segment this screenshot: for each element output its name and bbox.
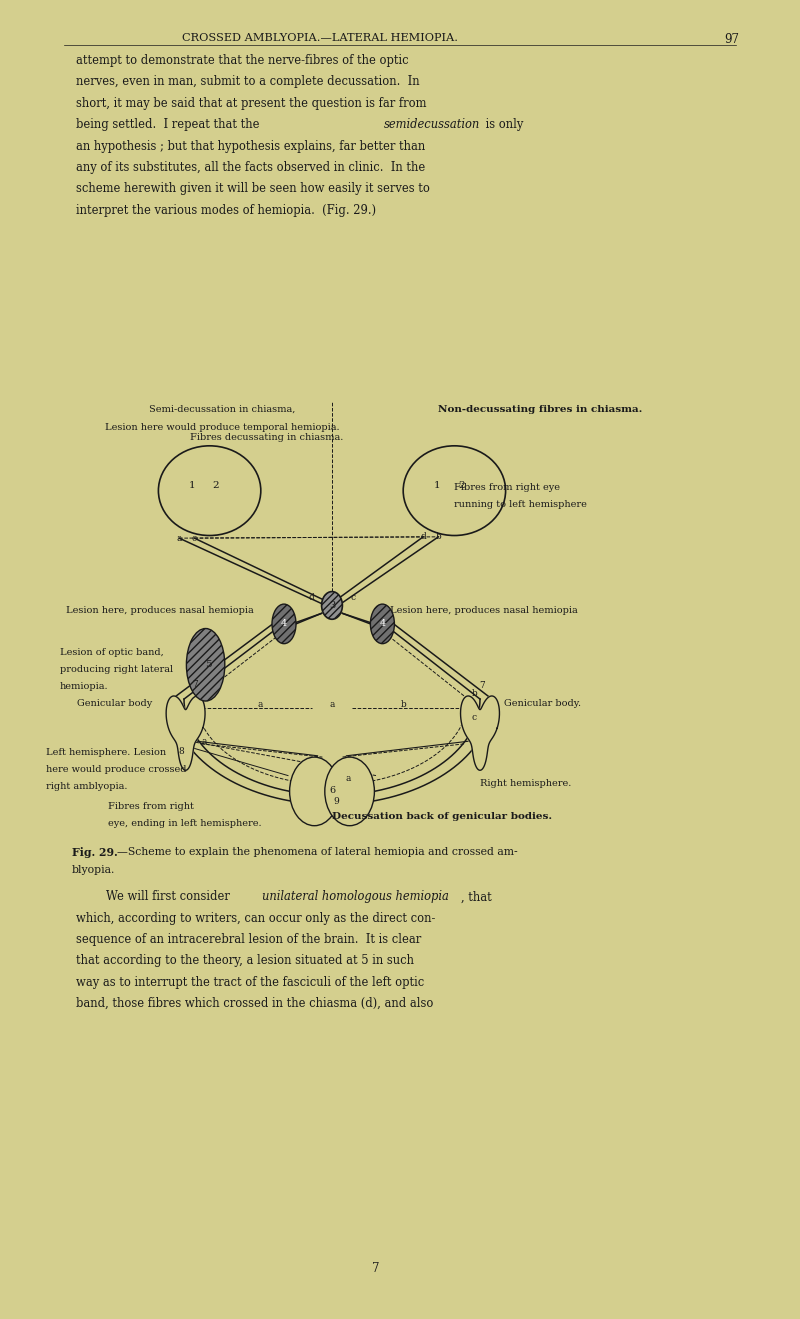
Text: 7: 7	[192, 681, 198, 689]
Text: is only: is only	[482, 119, 523, 131]
Text: a: a	[330, 700, 334, 708]
Text: short, it may be said that at present the question is far from: short, it may be said that at present th…	[76, 96, 426, 109]
Text: a: a	[177, 534, 182, 542]
Ellipse shape	[370, 604, 394, 644]
Text: 2: 2	[458, 481, 465, 489]
Text: 7: 7	[372, 1262, 380, 1275]
Text: Semi-decussation in chiasma,: Semi-decussation in chiasma,	[150, 405, 295, 414]
Text: 2: 2	[213, 481, 219, 489]
Ellipse shape	[322, 591, 342, 620]
Text: Lesion here, produces nasal hemiopia: Lesion here, produces nasal hemiopia	[66, 607, 254, 615]
Text: nerves, even in man, submit to a complete decussation.  In: nerves, even in man, submit to a complet…	[76, 75, 420, 88]
Text: Genicular body: Genicular body	[77, 699, 152, 707]
Text: that according to the theory, a lesion situated at 5 in such: that according to the theory, a lesion s…	[76, 955, 414, 967]
Text: band, those fibres which crossed in the chiasma (d), and also: band, those fibres which crossed in the …	[76, 997, 434, 1010]
Text: , that: , that	[461, 890, 491, 904]
Text: unilateral homologous hemiopia: unilateral homologous hemiopia	[262, 890, 450, 904]
Text: 4: 4	[379, 620, 386, 628]
Text: a: a	[202, 737, 206, 745]
Text: 8: 8	[178, 748, 185, 756]
Text: which, according to writers, can occur only as the direct con-: which, according to writers, can occur o…	[76, 911, 435, 925]
Text: 1: 1	[434, 481, 440, 489]
Text: any of its substitutes, all the facts observed in clinic.  In the: any of its substitutes, all the facts ob…	[76, 161, 426, 174]
Text: right amblyopia.: right amblyopia.	[46, 782, 128, 791]
Text: b: b	[471, 690, 478, 698]
Text: sequence of an intracerebral lesion of the brain.  It is clear: sequence of an intracerebral lesion of t…	[76, 933, 422, 946]
Polygon shape	[166, 696, 205, 770]
Text: 4: 4	[281, 620, 287, 628]
Text: 97: 97	[724, 33, 739, 46]
Ellipse shape	[403, 446, 506, 536]
Text: semidecussation: semidecussation	[384, 119, 480, 131]
Text: 1: 1	[189, 481, 195, 489]
Text: CROSSED AMBLYOPIA.—LATERAL HEMIOPIA.: CROSSED AMBLYOPIA.—LATERAL HEMIOPIA.	[182, 33, 458, 44]
Text: a: a	[258, 700, 262, 708]
Text: 3: 3	[329, 601, 335, 609]
Text: c: c	[472, 714, 477, 721]
Text: hemiopia.: hemiopia.	[60, 682, 109, 691]
Text: a: a	[346, 774, 350, 782]
Ellipse shape	[325, 757, 374, 826]
Text: Lesion here would produce temporal hemiopia.: Lesion here would produce temporal hemio…	[105, 423, 340, 433]
Text: 7: 7	[479, 682, 486, 690]
Text: Lesion here, produces nasal hemiopia: Lesion here, produces nasal hemiopia	[390, 607, 578, 615]
Text: b: b	[435, 533, 442, 541]
Text: We will first consider: We will first consider	[106, 890, 234, 904]
Ellipse shape	[272, 604, 296, 644]
Text: d: d	[308, 594, 314, 601]
Text: eye, ending in left hemisphere.: eye, ending in left hemisphere.	[108, 819, 262, 828]
Text: blyopia.: blyopia.	[72, 865, 115, 876]
Text: 9: 9	[333, 798, 339, 806]
Text: Lesion of optic band,: Lesion of optic band,	[60, 648, 164, 657]
Text: producing right lateral: producing right lateral	[60, 665, 173, 674]
Ellipse shape	[186, 628, 225, 702]
Text: Fibres from right eye: Fibres from right eye	[454, 483, 559, 492]
Text: 6: 6	[329, 786, 335, 794]
Text: Genicular body.: Genicular body.	[504, 699, 581, 707]
Text: Left hemisphere. Lesion: Left hemisphere. Lesion	[46, 748, 166, 757]
Text: Non-decussating fibres in chiasma.: Non-decussating fibres in chiasma.	[438, 405, 642, 414]
Text: Fig. 29.: Fig. 29.	[72, 847, 118, 857]
Text: c: c	[191, 534, 196, 542]
Ellipse shape	[158, 446, 261, 536]
Text: an hypothesis ; but that hypothesis explains, far better than: an hypothesis ; but that hypothesis expl…	[76, 140, 426, 153]
Text: Decussation back of genicular bodies.: Decussation back of genicular bodies.	[332, 813, 552, 820]
Text: Fibres from right: Fibres from right	[108, 802, 194, 811]
Text: 5: 5	[206, 661, 212, 669]
Text: interpret the various modes of hemiopia.  (Fig. 29.): interpret the various modes of hemiopia.…	[76, 203, 376, 216]
Text: being settled.  I repeat that the: being settled. I repeat that the	[76, 119, 263, 131]
Text: b: b	[401, 700, 407, 708]
Polygon shape	[461, 696, 499, 770]
Text: Right hemisphere.: Right hemisphere.	[480, 780, 571, 787]
Text: running to left hemisphere: running to left hemisphere	[454, 500, 586, 509]
Text: scheme herewith given it will be seen how easily it serves to: scheme herewith given it will be seen ho…	[76, 182, 430, 195]
Text: way as to interrupt the tract of the fasciculi of the left optic: way as to interrupt the tract of the fas…	[76, 976, 424, 989]
Text: Fibres decussating in chiasma.: Fibres decussating in chiasma.	[190, 433, 344, 442]
Text: d: d	[420, 533, 426, 541]
Text: —Scheme to explain the phenomena of lateral hemiopia and crossed am-: —Scheme to explain the phenomena of late…	[117, 847, 518, 857]
Text: here would produce crossed: here would produce crossed	[46, 765, 187, 774]
Text: c: c	[350, 594, 355, 601]
Ellipse shape	[290, 757, 339, 826]
Text: attempt to demonstrate that the nerve-fibres of the optic: attempt to demonstrate that the nerve-fi…	[76, 54, 409, 67]
